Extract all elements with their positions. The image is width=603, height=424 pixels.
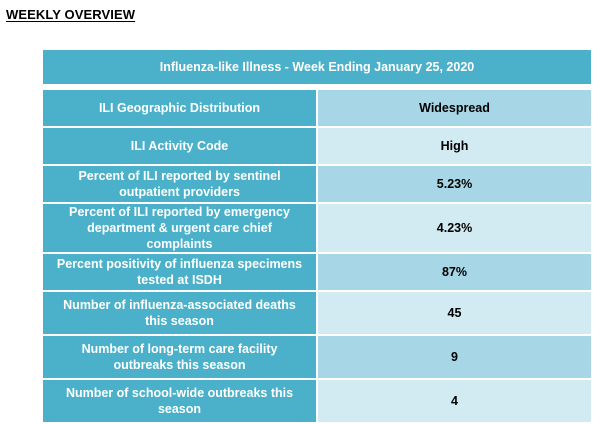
table-header-row: Influenza-like Illness - Week Ending Jan… xyxy=(41,48,593,86)
table-row-activity-code: ILI Activity Code High xyxy=(41,126,593,166)
row-value: 45 xyxy=(316,290,593,336)
row-value: High xyxy=(316,126,593,166)
table-header: Influenza-like Illness - Week Ending Jan… xyxy=(41,48,593,86)
row-label: Number of influenza-associated deaths th… xyxy=(41,290,318,336)
ili-overview-table: Influenza-like Illness - Week Ending Jan… xyxy=(41,48,593,424)
row-label: Number of long-term care facility outbre… xyxy=(41,334,318,380)
row-value: 9 xyxy=(316,334,593,380)
row-value: 87% xyxy=(316,252,593,292)
table-row-deaths: Number of influenza-associated deaths th… xyxy=(41,290,593,336)
table-row-ed-ili: Percent of ILI reported by emergency dep… xyxy=(41,202,593,254)
row-label: Percent positivity of influenza specimen… xyxy=(41,252,318,292)
table-row-percent-positivity: Percent positivity of influenza specimen… xyxy=(41,252,593,292)
section-title: WEEKLY OVERVIEW xyxy=(6,7,136,22)
spacer-cell xyxy=(42,85,592,89)
row-value: Widespread xyxy=(316,88,593,128)
row-label: Number of school-wide outbreaks this sea… xyxy=(41,378,318,424)
row-label: Percent of ILI reported by emergency dep… xyxy=(41,202,318,254)
row-value: 4 xyxy=(316,378,593,424)
row-value: 4.23% xyxy=(316,202,593,254)
table-row-ltc-outbreaks: Number of long-term care facility outbre… xyxy=(41,334,593,380)
table-row-sentinel-ili: Percent of ILI reported by sentinel outp… xyxy=(41,164,593,204)
row-value: 5.23% xyxy=(316,164,593,204)
table-spacer xyxy=(42,85,592,89)
row-label: Percent of ILI reported by sentinel outp… xyxy=(41,164,318,204)
row-label: ILI Geographic Distribution xyxy=(41,88,318,128)
table-row-school-outbreaks: Number of school-wide outbreaks this sea… xyxy=(41,378,593,424)
row-label: ILI Activity Code xyxy=(41,126,318,166)
table-row-geographic-distribution: ILI Geographic Distribution Widespread xyxy=(41,88,593,128)
